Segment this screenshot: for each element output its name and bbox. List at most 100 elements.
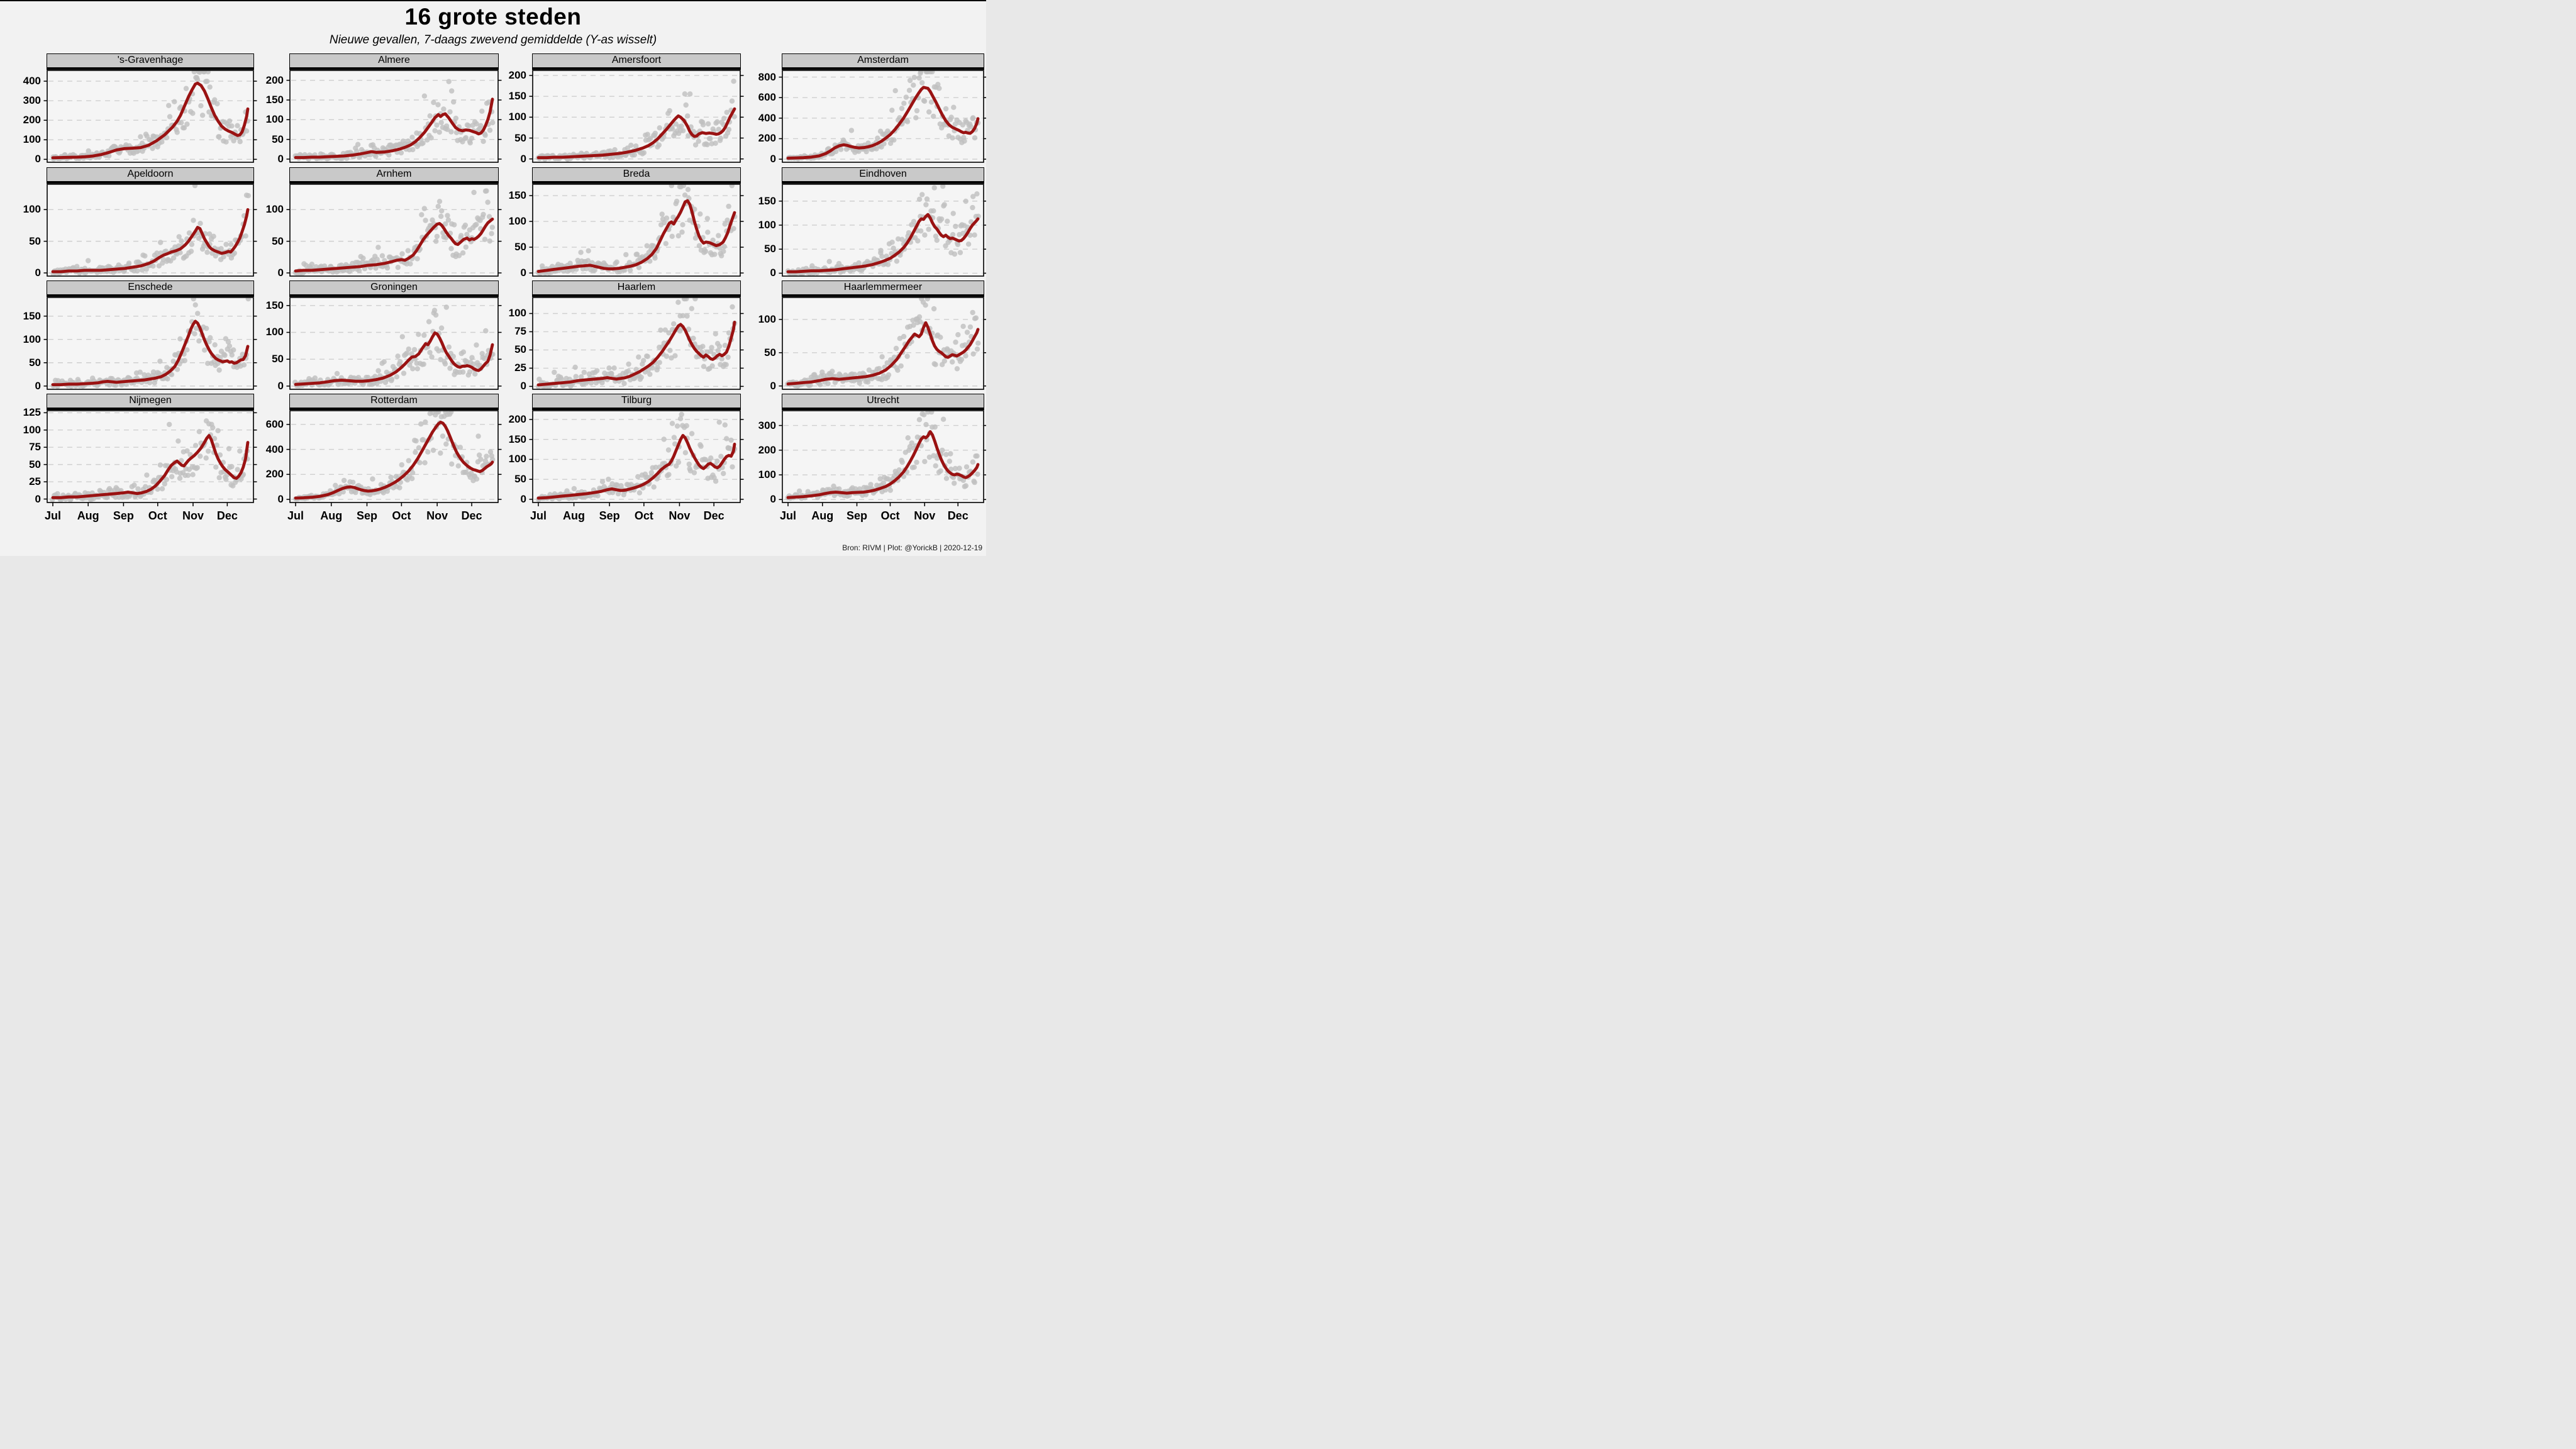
avg-line [294,420,494,500]
y-tick-label: 0 [277,266,284,279]
x-tick-label: Nov [669,509,691,522]
y-tick-label: 50 [272,353,284,365]
avg-line [786,86,980,160]
x-tick-label: Nov [914,509,936,522]
y-tick-label: 100 [508,215,526,228]
avg-line [294,331,494,386]
y-tick-label: 0 [770,153,776,165]
y-tick-label: 150 [23,309,41,322]
facet-title-utrecht: Utrecht [782,394,984,410]
y-tick-label: 0 [770,379,776,392]
x-tick-label: Dec [703,509,724,522]
y-tick-label: 100 [508,307,526,319]
y-tick-label: 600 [758,91,776,104]
y-tick-label: 100 [23,133,41,146]
y-tick-label: 0 [35,153,41,165]
y-tick-label: 150 [265,299,284,311]
facet-plot [779,410,986,506]
avg-line [51,319,250,387]
x-tick-label: Dec [461,509,482,522]
y-tick-label: 100 [758,218,776,231]
facet-title-enschede: Enschede [47,280,254,297]
facet-plot [43,184,257,277]
y-tick-label: 0 [35,266,41,279]
y-tick-label: 100 [508,111,526,123]
y-tick-label: 200 [758,132,776,145]
y-tick-label: 125 [23,406,41,419]
credit-footer: Bron: RIVM | Plot: @YorickB | 2020-12-19 [842,543,982,552]
y-tick-label: 100 [758,469,776,481]
y-tick-label: 75 [29,441,41,453]
facet-title-eindhoven: Eindhoven [782,167,984,184]
y-tick-label: 50 [29,458,41,470]
facet-plot [286,297,502,390]
facet-title-groningen: Groningen [289,280,499,297]
facet-title-tilburg: Tilburg [532,394,741,410]
y-tick-label: 200 [508,413,526,425]
facet-title-haarlem: Haarlem [532,280,741,297]
facet-plot [286,70,502,163]
y-tick-label: 50 [514,241,526,253]
y-tick-label: 150 [508,433,526,445]
avg-line [536,107,736,160]
y-tick-label: 100 [265,113,284,126]
x-tick-label: Aug [320,509,343,522]
y-tick-label: 0 [277,493,284,506]
y-tick-label: 0 [520,152,526,165]
y-tick-label: 50 [514,131,526,144]
page-subtitle: Nieuwe gevallen, 7-daags zwevend gemidde… [329,33,657,47]
facet-title-almere: Almere [289,53,499,70]
facet-plot [286,184,502,277]
x-tick-label: Sep [599,509,620,522]
y-tick-label: 200 [265,468,284,480]
x-tick-label: Nov [426,509,448,522]
facet-plot [779,70,986,163]
y-tick-label: 300 [23,94,41,107]
y-tick-label: 0 [277,379,284,392]
y-tick-label: 0 [277,152,284,165]
y-tick-label: 100 [23,423,41,436]
x-tick-label: Aug [811,509,834,522]
x-tick-label: Oct [148,509,167,522]
y-tick-label: 400 [265,443,284,455]
avg-line [786,213,980,274]
x-tick-label: Sep [356,509,377,522]
y-tick-label: 75 [514,325,526,338]
y-tick-label: 50 [514,343,526,356]
y-tick-label: 25 [514,362,526,374]
y-tick-label: 100 [265,326,284,338]
y-tick-label: 50 [29,356,41,369]
y-tick-label: 100 [758,313,776,325]
facet-plot [779,184,986,277]
y-tick-label: 100 [23,333,41,345]
y-tick-label: 100 [265,203,284,216]
avg-line [294,97,494,159]
x-tick-label: Jul [530,509,547,522]
facet-title-amersfoort: Amersfoort [532,53,741,70]
facet-title-haarlemmermeer: Haarlemmermeer [782,280,984,297]
page-title: 16 grote steden [404,4,582,30]
y-tick-label: 0 [520,380,526,392]
facet-title-rotterdam: Rotterdam [289,394,499,410]
facet-title-arnhem: Arnhem [289,167,499,184]
facet-plot [529,70,744,163]
avg-line [536,199,736,274]
facet-title-breda: Breda [532,167,741,184]
y-tick-label: 600 [265,418,284,430]
x-tick-label: Oct [880,509,900,522]
y-tick-label: 0 [35,492,41,505]
x-tick-label: Sep [846,509,867,522]
y-tick-label: 100 [23,203,41,216]
x-tick-label: Oct [392,509,411,522]
y-tick-label: 150 [758,194,776,207]
avg-line [536,321,736,387]
y-tick-label: 300 [758,419,776,431]
avg-line [51,81,250,160]
y-tick-label: 50 [514,473,526,486]
avg-line [536,434,736,500]
y-tick-label: 150 [265,93,284,106]
x-tick-label: Aug [77,509,99,522]
facet-title-apeldoorn: Apeldoorn [47,167,254,184]
y-tick-label: 50 [764,243,776,255]
y-tick-label: 200 [23,114,41,126]
